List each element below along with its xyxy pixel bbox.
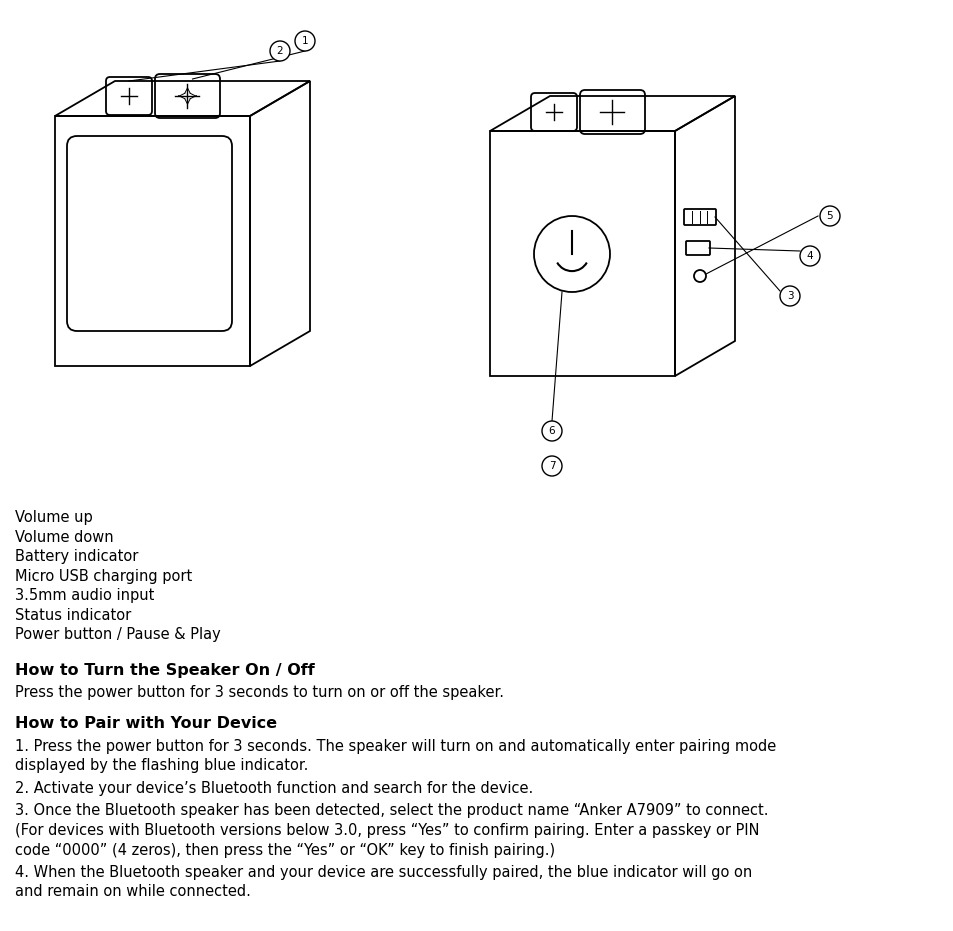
Text: Press the power button for 3 seconds to turn on or off the speaker.: Press the power button for 3 seconds to … (15, 684, 503, 699)
Circle shape (800, 246, 820, 266)
Text: 5: 5 (826, 211, 832, 221)
Text: 1. Press the power button for 3 seconds. The speaker will turn on and automatica: 1. Press the power button for 3 seconds.… (15, 738, 776, 774)
Text: Volume up: Volume up (15, 510, 92, 525)
Text: How to Pair with Your Device: How to Pair with Your Device (15, 717, 276, 732)
Circle shape (780, 286, 800, 306)
Text: Power button / Pause & Play: Power button / Pause & Play (15, 627, 220, 642)
Circle shape (820, 206, 840, 226)
Text: 3. Once the Bluetooth speaker has been detected, select the product name “Anker : 3. Once the Bluetooth speaker has been d… (15, 803, 768, 857)
Circle shape (541, 421, 561, 441)
Text: Volume down: Volume down (15, 530, 113, 545)
Text: 2: 2 (276, 46, 283, 56)
Text: 3.5mm audio input: 3.5mm audio input (15, 588, 154, 603)
Circle shape (541, 456, 561, 476)
Text: Battery indicator: Battery indicator (15, 549, 138, 564)
Text: 2. Activate your device’s Bluetooth function and search for the device.: 2. Activate your device’s Bluetooth func… (15, 780, 533, 795)
Text: How to Turn the Speaker On / Off: How to Turn the Speaker On / Off (15, 663, 314, 678)
Text: Status indicator: Status indicator (15, 608, 132, 623)
Text: Micro USB charging port: Micro USB charging port (15, 569, 193, 584)
Text: 1: 1 (301, 36, 308, 46)
Text: 3: 3 (786, 291, 793, 301)
Text: 6: 6 (548, 426, 555, 436)
Text: 7: 7 (548, 461, 555, 471)
Circle shape (294, 31, 314, 51)
Circle shape (270, 41, 290, 61)
Text: 4. When the Bluetooth speaker and your device are successfully paired, the blue : 4. When the Bluetooth speaker and your d… (15, 865, 752, 899)
Text: 4: 4 (806, 251, 813, 261)
